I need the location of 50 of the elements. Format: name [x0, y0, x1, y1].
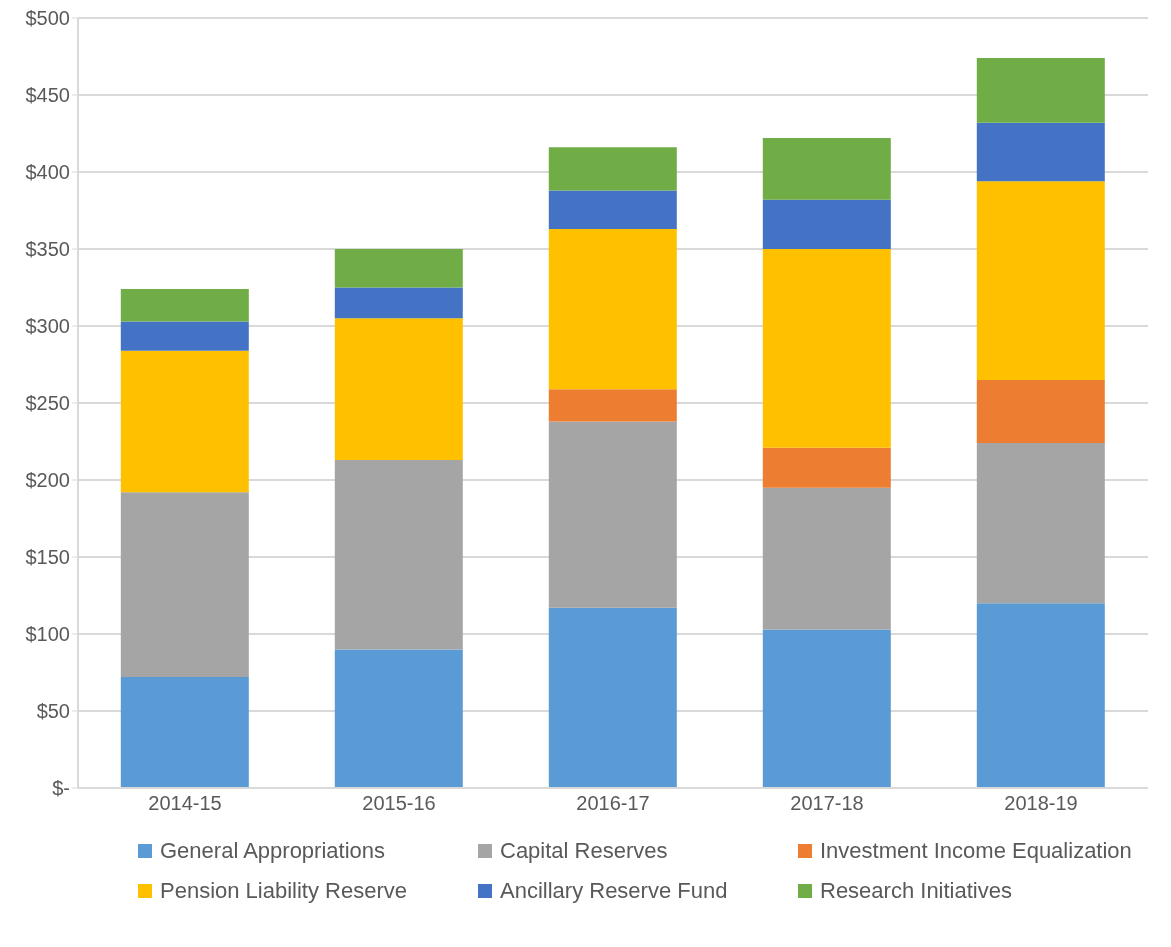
legend-label: Research Initiatives [820, 878, 1012, 904]
bar [762, 249, 891, 448]
x-tick-label: 2016-17 [576, 792, 650, 815]
bar [548, 228, 677, 390]
bar [548, 147, 677, 191]
legend-label: Pension Liability Reserve [160, 878, 408, 904]
y-tick-label: $200 [25, 469, 70, 492]
bar [762, 138, 891, 200]
y-tick-label: $300 [25, 315, 70, 338]
bar [976, 443, 1105, 604]
y-tick-label: $350 [25, 238, 70, 261]
y-tick-label: $150 [25, 546, 70, 569]
y-tick-label: $100 [25, 623, 70, 646]
legend-label: Ancillary Reserve Fund [500, 878, 728, 904]
bar [120, 321, 249, 351]
y-tick-label: $500 [25, 7, 70, 30]
bar [548, 607, 677, 788]
bar [120, 492, 249, 678]
legend-label: General Appropriations [160, 838, 386, 864]
bar [762, 487, 891, 630]
bar [334, 318, 463, 460]
bar [762, 629, 891, 788]
bar [762, 199, 891, 249]
bar [976, 603, 1105, 788]
y-tick-label: $50 [36, 700, 70, 723]
x-tick-label: 2018-19 [1004, 792, 1078, 815]
bar [762, 447, 891, 488]
bar [976, 379, 1105, 444]
bar [334, 459, 463, 650]
y-tick-label: $450 [25, 84, 70, 107]
bar [976, 122, 1105, 182]
bar [548, 389, 677, 422]
bar [548, 190, 677, 229]
y-tick-label: $400 [25, 161, 70, 184]
bar [976, 181, 1105, 380]
x-tick-label: 2017-18 [790, 792, 864, 815]
y-tick-label: $- [52, 777, 70, 800]
bar [334, 649, 463, 788]
bar [334, 287, 463, 319]
bar [976, 58, 1105, 123]
bar [548, 421, 677, 608]
legend-label: Capital Reserves [500, 838, 668, 864]
legend-label: Investment Income Equalization [820, 838, 1132, 864]
bar [120, 350, 249, 493]
bar [120, 677, 249, 788]
bar [120, 289, 249, 322]
x-tick-label: 2014-15 [148, 792, 222, 815]
x-tick-label: 2015-16 [362, 792, 436, 815]
bar [334, 249, 463, 288]
y-tick-label: $250 [25, 392, 70, 415]
